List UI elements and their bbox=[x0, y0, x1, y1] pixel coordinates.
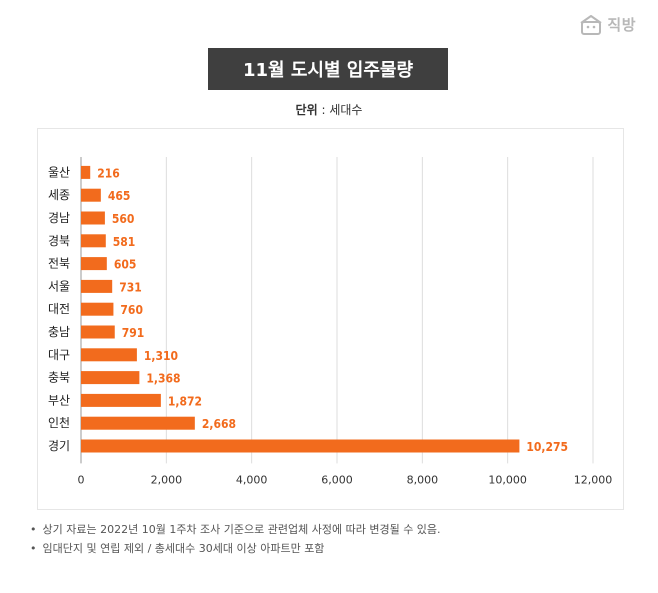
data-label: 1,368 bbox=[146, 372, 180, 386]
bar bbox=[81, 325, 115, 339]
category-label: 전북 bbox=[48, 257, 70, 271]
unit-label: 단위 bbox=[295, 103, 318, 117]
unit-separator: : bbox=[317, 103, 330, 117]
data-label: 731 bbox=[119, 280, 142, 294]
x-tick-label: 0 bbox=[78, 473, 85, 486]
category-label: 충남 bbox=[48, 325, 70, 339]
bar bbox=[81, 393, 161, 407]
bar bbox=[81, 302, 114, 316]
footnotes: • 상기 자료는 2022년 10월 1주차 조사 기준으로 관련업체 사정에 … bbox=[30, 520, 441, 558]
x-tick-label: 6,000 bbox=[321, 473, 353, 486]
x-tick-label: 8,000 bbox=[407, 473, 439, 486]
data-label: 1,872 bbox=[168, 394, 202, 408]
x-tick-label: 2,000 bbox=[151, 473, 183, 486]
x-tick-label: 12,000 bbox=[574, 473, 613, 486]
brand-logo: 직방 bbox=[580, 14, 636, 35]
data-label: 581 bbox=[113, 235, 136, 249]
brand-name: 직방 bbox=[607, 16, 636, 34]
category-label: 경북 bbox=[48, 234, 70, 248]
data-label: 605 bbox=[114, 258, 137, 272]
bar bbox=[81, 165, 91, 179]
category-label: 세종 bbox=[48, 188, 70, 202]
chart-frame: 0 2,000 4,000 6,000 8,000 10,000 12,000 울산 216 세종… bbox=[37, 128, 624, 510]
data-label: 10,275 bbox=[526, 440, 568, 454]
unit-caption: 단위 : 세대수 bbox=[0, 101, 658, 118]
data-label: 1,310 bbox=[144, 349, 178, 363]
bar bbox=[81, 439, 520, 453]
footnote: • 상기 자료는 2022년 10월 1주차 조사 기준으로 관련업체 사정에 … bbox=[30, 520, 441, 539]
data-label: 791 bbox=[122, 326, 145, 340]
bar bbox=[81, 234, 106, 248]
footnote-text: 임대단지 및 연립 제외 / 총세대수 30세대 이상 아파트만 포함 bbox=[42, 542, 325, 555]
bar bbox=[81, 416, 195, 430]
x-tick-label: 4,000 bbox=[236, 473, 268, 486]
data-label: 760 bbox=[120, 303, 143, 317]
bar bbox=[81, 211, 105, 225]
data-label: 2,668 bbox=[202, 417, 236, 431]
category-label: 서울 bbox=[48, 279, 70, 293]
footnote-text: 상기 자료는 2022년 10월 1주차 조사 기준으로 관련업체 사정에 따라… bbox=[42, 523, 441, 536]
unit-value: 세대수 bbox=[329, 103, 363, 117]
bar bbox=[81, 348, 137, 362]
bullet-icon: • bbox=[30, 542, 37, 555]
footnote: • 임대단지 및 연립 제외 / 총세대수 30세대 이상 아파트만 포함 bbox=[30, 539, 441, 558]
bar bbox=[81, 257, 107, 271]
chart-title: 11월 도시별 입주물량 bbox=[208, 48, 448, 90]
x-tick-label: 10,000 bbox=[488, 473, 526, 486]
bullet-icon: • bbox=[30, 523, 37, 536]
category-label: 경남 bbox=[48, 211, 70, 225]
bar-chart: 0 2,000 4,000 6,000 8,000 10,000 12,000 울산 216 세종… bbox=[48, 157, 613, 486]
category-label: 울산 bbox=[48, 165, 70, 179]
data-label: 560 bbox=[112, 212, 135, 226]
category-label: 충북 bbox=[48, 371, 70, 385]
category-label: 대전 bbox=[48, 302, 70, 316]
zigbang-house-icon bbox=[580, 14, 602, 35]
bar bbox=[81, 188, 101, 202]
category-label: 부산 bbox=[48, 393, 70, 407]
category-label: 인천 bbox=[48, 415, 70, 430]
data-label: 465 bbox=[108, 189, 131, 203]
bar bbox=[81, 279, 113, 293]
data-label: 216 bbox=[97, 166, 120, 180]
bar bbox=[81, 371, 140, 385]
category-label: 대구 bbox=[48, 348, 70, 362]
category-label: 경기 bbox=[48, 439, 70, 453]
